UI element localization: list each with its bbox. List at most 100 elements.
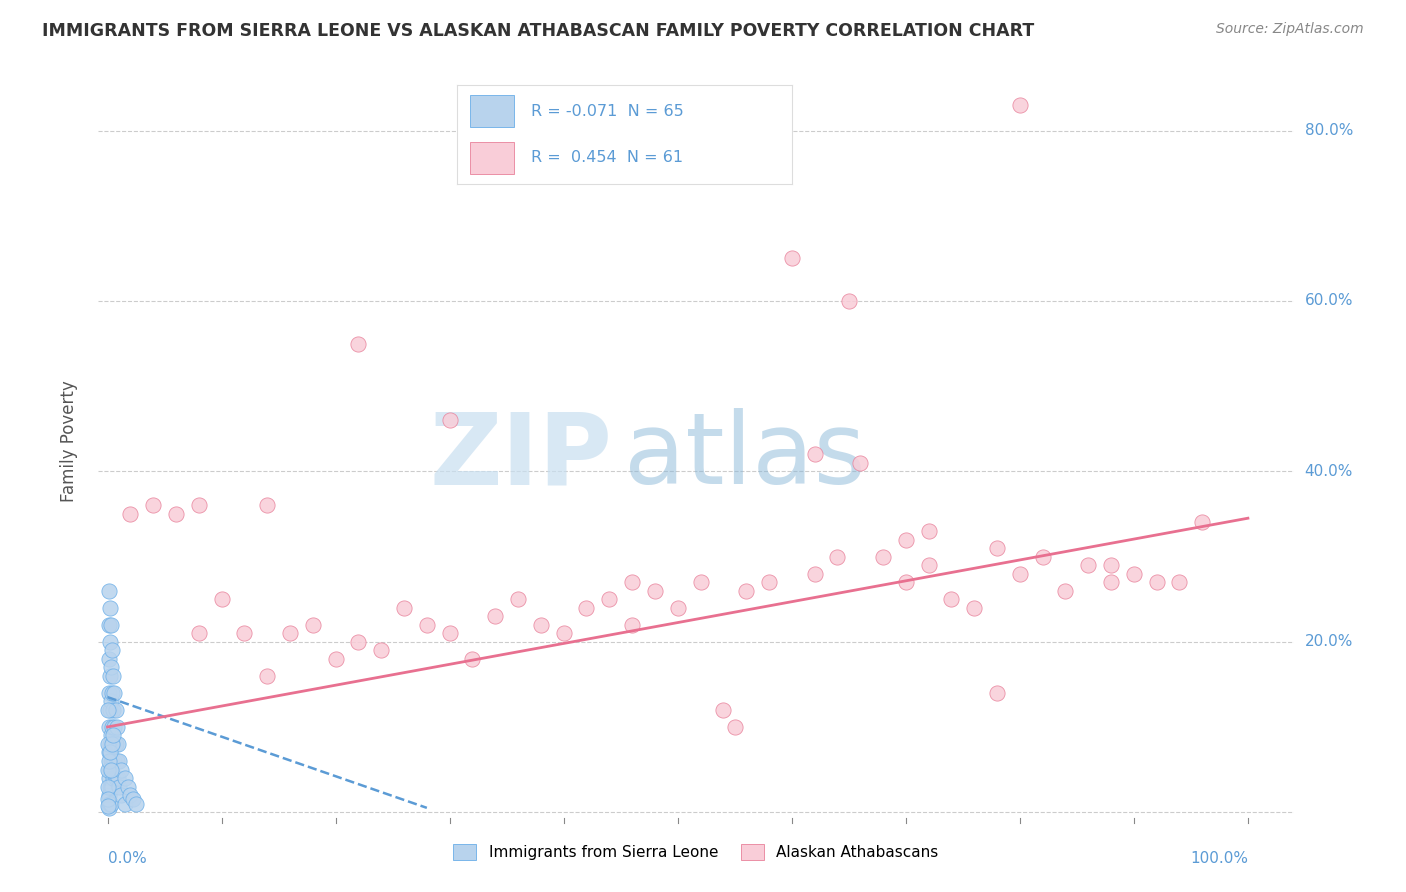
Point (96, 737, 118, 751)
Point (872, 549, 894, 564)
Point (325, 652, 347, 666)
Point (211, 592, 233, 607)
Point (256, 669, 278, 683)
Text: atlas: atlas (624, 409, 866, 505)
Point (98, 669, 121, 683)
Point (780, 252, 803, 266)
Point (347, 336, 370, 351)
Point (103, 728, 125, 742)
Point (96, 703, 118, 717)
Point (97, 617, 120, 632)
Point (598, 592, 620, 607)
Point (114, 797, 136, 811)
Point (917, 558, 939, 572)
Point (666, 600, 689, 615)
Point (644, 583, 666, 598)
Point (103, 754, 125, 768)
Point (100, 780, 122, 794)
Point (758, 575, 780, 590)
Point (1054, 583, 1077, 598)
Point (104, 703, 127, 717)
Point (97, 746, 120, 760)
Point (101, 754, 124, 768)
Point (96, 780, 118, 794)
Text: 20.0%: 20.0% (1305, 634, 1353, 649)
Point (530, 617, 553, 632)
Point (461, 652, 484, 666)
Point (105, 720, 128, 734)
Point (894, 575, 917, 590)
Point (103, 737, 125, 751)
Point (894, 533, 917, 547)
Point (1099, 575, 1122, 590)
Point (484, 609, 506, 624)
Point (100, 617, 122, 632)
Point (110, 763, 132, 777)
Point (142, 499, 165, 513)
Y-axis label: Family Poverty: Family Poverty (59, 381, 77, 502)
Point (98, 737, 121, 751)
Point (724, 720, 747, 734)
Point (986, 541, 1008, 555)
Point (621, 617, 644, 632)
Point (439, 626, 461, 640)
Point (838, 293, 860, 308)
Point (117, 780, 139, 794)
Text: 60.0%: 60.0% (1305, 293, 1353, 309)
Point (101, 643, 124, 657)
Point (101, 720, 124, 734)
Point (1008, 566, 1031, 581)
Point (963, 600, 986, 615)
Point (97, 788, 120, 802)
Text: ZIP: ZIP (429, 409, 613, 505)
Point (986, 686, 1008, 700)
Point (108, 754, 131, 768)
Point (125, 797, 148, 811)
Point (100, 728, 122, 742)
Point (506, 592, 529, 607)
Point (100, 660, 122, 674)
Point (370, 643, 392, 657)
Point (278, 626, 301, 640)
Point (1077, 558, 1099, 572)
Point (803, 566, 825, 581)
Point (98, 703, 121, 717)
Point (96, 763, 118, 777)
Text: 40.0%: 40.0% (1305, 464, 1353, 479)
Point (100, 754, 122, 768)
Point (101, 780, 124, 794)
Point (97, 583, 120, 598)
Point (689, 575, 711, 590)
Text: IMMIGRANTS FROM SIERRA LEONE VS ALASKAN ATHABASCAN FAMILY POVERTY CORRELATION CH: IMMIGRANTS FROM SIERRA LEONE VS ALASKAN … (42, 22, 1035, 40)
Text: 100.0%: 100.0% (1189, 851, 1249, 866)
Point (439, 413, 461, 427)
Point (101, 686, 124, 700)
Point (711, 703, 734, 717)
Point (187, 499, 209, 513)
Point (392, 600, 415, 615)
Point (108, 780, 131, 794)
Point (97, 801, 120, 815)
Text: 0.0%: 0.0% (107, 851, 146, 866)
Point (1032, 549, 1054, 564)
Point (98, 797, 121, 811)
Point (827, 549, 849, 564)
Point (165, 507, 187, 521)
Point (98, 634, 121, 648)
Point (98, 746, 121, 760)
Point (1191, 516, 1213, 530)
Point (100, 763, 122, 777)
Point (621, 575, 644, 590)
Point (735, 583, 758, 598)
Point (917, 524, 939, 538)
Point (849, 456, 872, 470)
Point (233, 626, 256, 640)
Point (100, 694, 122, 708)
Point (103, 686, 125, 700)
Point (97, 754, 120, 768)
Point (96, 792, 118, 806)
Point (103, 703, 125, 717)
Point (1168, 575, 1191, 590)
Point (105, 754, 128, 768)
Point (120, 507, 142, 521)
